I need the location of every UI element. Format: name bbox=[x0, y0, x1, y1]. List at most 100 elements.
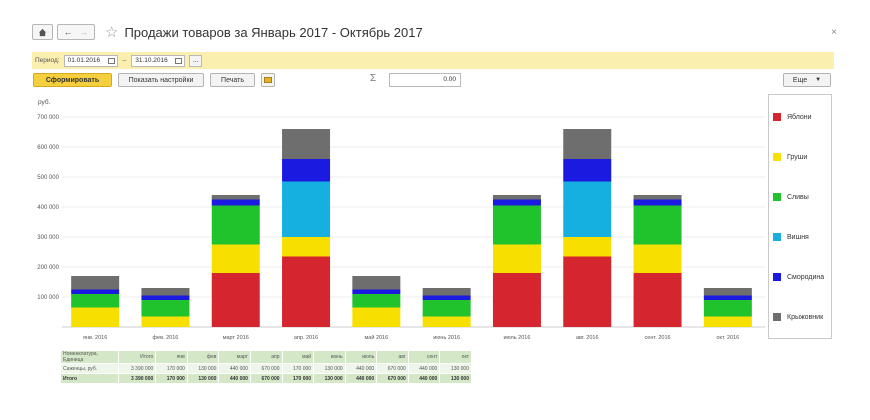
legend-label: Груши bbox=[787, 153, 808, 161]
sum-field[interactable]: 0.00 bbox=[389, 73, 461, 87]
bar-segment bbox=[352, 307, 401, 327]
period-from-field[interactable]: 01.01.2016 bbox=[63, 54, 118, 67]
table-cell: 130 000 bbox=[439, 363, 472, 374]
legend-label: Вишня bbox=[787, 233, 809, 241]
x-tick-label: июль 2016 bbox=[503, 335, 530, 341]
table-cell: Номенклатура, Единица bbox=[60, 350, 119, 364]
y-tick-label: 600 000 bbox=[37, 145, 59, 151]
table-cell: 3 390 000 bbox=[117, 363, 157, 374]
table-cell: авг bbox=[376, 350, 409, 364]
bar-segment bbox=[211, 244, 260, 273]
x-tick-label: апр. 2016 bbox=[294, 335, 318, 341]
y-axis-unit-label: руб. bbox=[38, 98, 51, 106]
table-cell: 130 000 bbox=[313, 373, 346, 384]
table-cell: 170 000 bbox=[155, 363, 188, 374]
y-tick-label: 300 000 bbox=[37, 235, 59, 241]
table-cell: 440 000 bbox=[218, 373, 251, 384]
table-header-row: Номенклатура, Единица Итого янв фев март апр м… bbox=[60, 350, 472, 364]
arrow-right-icon[interactable]: → bbox=[79, 27, 89, 37]
calendar-icon[interactable] bbox=[107, 57, 115, 64]
table-cell: 440 000 bbox=[407, 363, 441, 374]
bar-segment bbox=[563, 256, 612, 327]
x-tick-label: июнь 2016 bbox=[433, 335, 460, 341]
bar-segment bbox=[141, 288, 190, 296]
table-cell: сент bbox=[407, 350, 441, 364]
legend-item: Сливы bbox=[773, 193, 809, 201]
home-button[interactable] bbox=[32, 24, 53, 40]
period-select-button[interactable]: ... bbox=[189, 54, 203, 67]
legend-label: Смородина bbox=[787, 273, 825, 281]
table-cell: июль bbox=[344, 350, 378, 364]
bar-segment bbox=[71, 289, 120, 294]
close-icon[interactable]: × bbox=[831, 27, 837, 38]
y-tick-label: 500 000 bbox=[37, 175, 59, 181]
legend-label: Яблони bbox=[787, 113, 812, 121]
x-tick-label: март 2016 bbox=[223, 335, 249, 341]
legend-label: Сливы bbox=[787, 193, 809, 201]
bar-segment bbox=[422, 316, 471, 327]
calendar-icon[interactable] bbox=[175, 57, 183, 64]
table-cell: июнь bbox=[313, 350, 346, 364]
bar-segment bbox=[492, 244, 541, 273]
generate-button[interactable]: Сформировать bbox=[33, 73, 112, 87]
table-cell: Саженцы, руб. bbox=[60, 363, 119, 374]
table-row: Саженцы, руб. 3 390 000 170 000 130 000 440 … bbox=[60, 363, 472, 374]
x-tick-label: авг. 2016 bbox=[576, 335, 599, 341]
bar-segment bbox=[703, 300, 752, 317]
table-cell: май bbox=[281, 350, 315, 364]
period-bar: Период: 01.01.2016 – 31.10.2016 ... bbox=[32, 52, 834, 69]
table-cell: окт bbox=[439, 350, 472, 364]
table-cell: Итого bbox=[117, 350, 157, 364]
table-cell: 3 390 000 bbox=[117, 373, 157, 384]
more-label: Еще bbox=[792, 76, 808, 84]
arrow-left-icon[interactable]: ← bbox=[63, 27, 73, 37]
table-cell: 440 000 bbox=[344, 373, 378, 384]
print-button[interactable]: Печать bbox=[210, 73, 255, 87]
bar-segment bbox=[282, 237, 331, 257]
table-cell: 670 000 bbox=[376, 363, 409, 374]
table-cell: 670 000 bbox=[249, 373, 283, 384]
history-nav: ← → bbox=[57, 24, 95, 40]
table-cell: 130 000 bbox=[439, 373, 472, 384]
bar-segment bbox=[282, 159, 331, 182]
more-button[interactable]: Еще ▼ bbox=[783, 73, 831, 87]
y-tick-label: 700 000 bbox=[37, 115, 59, 121]
bar-segment bbox=[703, 316, 752, 327]
bar-segment bbox=[282, 129, 331, 159]
table-total-row: Итого 3 390 000 170 000 130 000 440 000 670 0… bbox=[60, 373, 472, 384]
bar-segment bbox=[71, 276, 120, 290]
table-cell: март bbox=[218, 350, 251, 364]
data-table: Номенклатура, Единица Итого янв фев март апр м… bbox=[60, 350, 472, 384]
x-tick-label: фев. 2016 bbox=[153, 335, 179, 341]
bar-segment bbox=[352, 289, 401, 294]
legend-item: Вишня bbox=[773, 233, 809, 241]
bar-segment bbox=[141, 300, 190, 317]
table-cell: 130 000 bbox=[313, 363, 346, 374]
table-cell: 440 000 bbox=[344, 363, 378, 374]
bar-segment bbox=[633, 205, 682, 245]
folder-icon bbox=[264, 77, 272, 83]
table-cell: янв bbox=[155, 350, 188, 364]
bar-segment bbox=[633, 195, 682, 200]
period-to-value: 31.10.2016 bbox=[135, 57, 168, 64]
table-cell: 170 000 bbox=[281, 363, 315, 374]
table-cell: 170 000 bbox=[155, 373, 188, 384]
period-to-field[interactable]: 31.10.2016 bbox=[131, 54, 186, 67]
bar-segment bbox=[633, 273, 682, 327]
period-from-value: 01.01.2016 bbox=[67, 57, 101, 64]
bar-segment bbox=[492, 273, 541, 327]
chart-legend: Яблони Груши Сливы Вишня Смородина Крыжовник bbox=[768, 94, 832, 339]
bar-segment bbox=[563, 181, 612, 237]
bar-segment bbox=[211, 195, 260, 200]
show-settings-button[interactable]: Показать настройки bbox=[118, 73, 204, 87]
bar-segment bbox=[633, 244, 682, 273]
y-tick-label: 200 000 bbox=[37, 265, 59, 271]
bar-segment bbox=[352, 276, 401, 290]
star-icon[interactable]: ☆ bbox=[105, 23, 119, 41]
bar-segment bbox=[422, 295, 471, 300]
y-tick-label: 100 000 bbox=[37, 295, 59, 301]
bar-segment bbox=[633, 199, 682, 206]
table-cell: 130 000 bbox=[186, 363, 220, 374]
table-cell: 670 000 bbox=[376, 373, 409, 384]
save-report-button[interactable] bbox=[261, 73, 275, 87]
